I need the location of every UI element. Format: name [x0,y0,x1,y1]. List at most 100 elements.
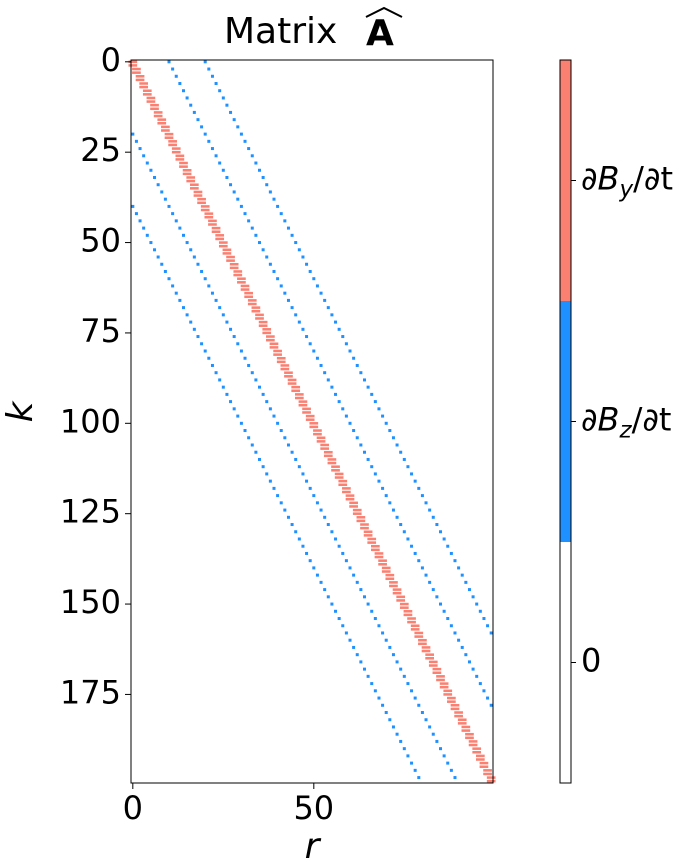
entry-bz [391,725,395,729]
entry-bz [276,204,280,208]
entry-by [465,736,474,740]
entry-bz [406,754,410,758]
y-tick-label: 25 [80,131,121,169]
entry-by [255,317,264,320]
entry-by [331,465,340,468]
entry-by [153,111,163,114]
entry-by [486,779,496,783]
entry-bz [286,298,290,302]
entry-bz [366,385,370,389]
entry-bz [156,255,160,259]
entry-bz [406,465,410,469]
entry-bz [207,356,211,360]
entry-bz [160,190,164,194]
entry-by [247,302,257,306]
x-tick-label: 0 [123,789,143,827]
entry-by [182,168,192,172]
entry-bz [435,595,439,599]
entry-bz [196,335,200,339]
entry-bz [243,212,247,216]
entry-bz [341,624,345,628]
entry-by [175,158,185,161]
entry-bz [134,139,138,143]
entry-bz [457,566,461,570]
entry-by [461,729,471,732]
entry-bz [305,262,309,266]
entry-bz [460,645,464,649]
entry-by [486,776,496,779]
entry-bz [196,262,200,266]
entry-by [385,573,395,577]
entry-by [392,588,402,591]
entry-bz [276,421,280,425]
entry-bz [265,255,269,259]
y-tick-label: 175 [60,673,121,711]
entry-bz [399,739,403,743]
entry-by [392,591,402,595]
entry-bz [323,298,327,302]
entry-bz [377,696,381,700]
entry-by [280,367,290,371]
entry-bz [428,725,432,729]
entry-bz [218,89,222,93]
entry-bz [359,443,363,447]
entry-by [186,179,196,183]
entry-by [179,165,188,168]
entry-by [161,125,170,129]
entry-bz [344,559,348,563]
entry-bz [134,212,138,216]
entry-bz [290,233,294,237]
entry-by [233,270,243,273]
entry-by [457,722,467,725]
entry-bz [210,291,214,295]
entry-by [443,689,453,693]
entry-bz [326,523,330,527]
entry-bz [417,559,421,563]
entry-bz [355,436,359,440]
colorbar: 0∂Bz/∂t∂By/∂t [559,59,673,784]
entry-bz [424,573,428,577]
entry-bz [153,248,157,252]
entry-by [193,194,203,197]
entry-bz [431,515,435,519]
entry-bz [178,298,182,302]
entry-by [371,548,380,552]
entry-bz [254,233,258,237]
entry-bz [453,776,457,780]
y-axis-label: k [0,399,41,422]
entry-by [378,559,387,562]
entry-by [323,454,333,458]
entry-bz [355,580,359,584]
entry-by [237,281,246,284]
entry-by [323,450,333,454]
entry-by [233,273,243,277]
entry-by [472,747,482,750]
entry-by [338,479,348,483]
entry-by [218,244,228,248]
entry-by [396,595,406,599]
entry-by [266,338,275,342]
entry-by [479,761,489,765]
entry-by [237,277,246,280]
entry-bz [221,168,225,172]
entry-bz [431,588,435,592]
entry-bz [283,508,287,512]
entry-bz [424,501,428,505]
entry-by [414,635,424,638]
entry-by [457,718,467,722]
entry-bz [294,530,298,534]
entry-bz [334,392,338,396]
entry-by [447,700,456,703]
entry-bz [247,436,251,440]
entry-by [226,255,235,259]
entry-bz [250,443,254,447]
entry-bz [308,486,312,490]
entry-bz [265,400,269,404]
entry-bz [366,457,370,461]
entry-bz [178,81,182,85]
entry-bz [200,342,204,346]
entry-bz [315,501,319,505]
entry-by [313,429,322,432]
entry-by [222,248,232,252]
entry-bz [384,421,388,425]
